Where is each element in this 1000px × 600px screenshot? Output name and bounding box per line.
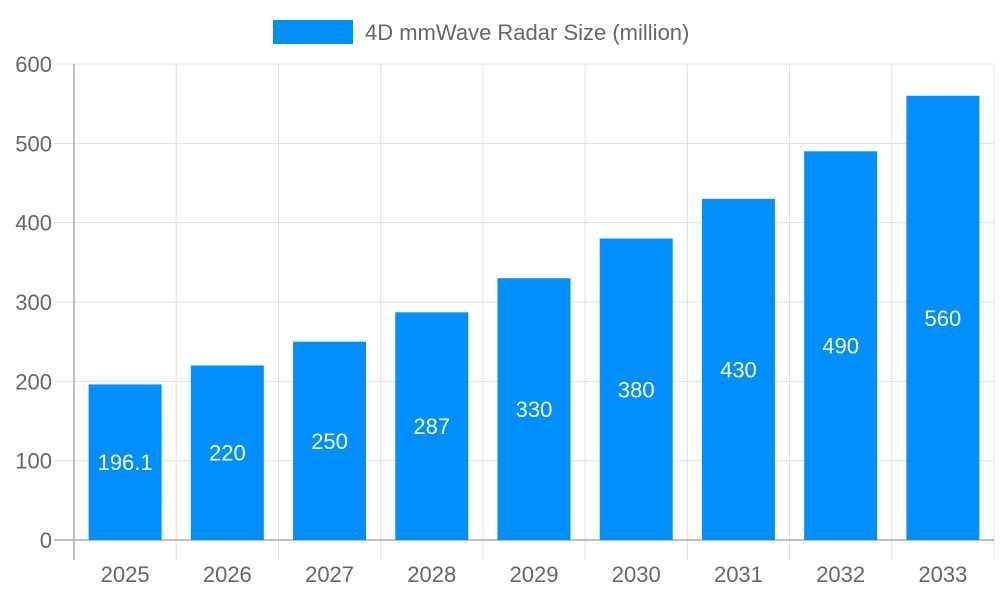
legend-swatch	[273, 20, 353, 44]
y-tick-label: 600	[15, 52, 52, 77]
x-tick-label: 2031	[714, 562, 763, 587]
x-tick-label: 2029	[510, 562, 559, 587]
y-tick-label: 100	[15, 449, 52, 474]
x-tick-label: 2032	[816, 562, 865, 587]
bar[interactable]	[599, 238, 673, 541]
bar[interactable]	[88, 384, 162, 540]
bar[interactable]	[395, 312, 469, 540]
data-label: 430	[720, 357, 757, 382]
legend-label: 4D mmWave Radar Size (million)	[365, 20, 689, 45]
bar[interactable]	[293, 341, 367, 540]
x-tick-label: 2027	[305, 562, 354, 587]
legend[interactable]: 4D mmWave Radar Size (million)	[273, 20, 689, 45]
bar[interactable]	[701, 198, 775, 540]
y-tick-label: 200	[15, 369, 52, 394]
bar[interactable]	[906, 95, 980, 540]
x-tick-label: 2026	[203, 562, 252, 587]
data-label: 330	[516, 397, 553, 422]
y-tick-label: 0	[40, 528, 52, 553]
data-label: 196.1	[98, 450, 153, 475]
y-tick-label: 500	[15, 131, 52, 156]
y-tick-label: 300	[15, 290, 52, 315]
data-label: 380	[618, 377, 655, 402]
bar[interactable]	[497, 278, 571, 540]
data-label: 490	[822, 334, 859, 359]
x-tick-label: 2033	[918, 562, 967, 587]
data-label: 220	[209, 441, 246, 466]
data-label: 250	[311, 429, 348, 454]
data-label: 560	[925, 306, 962, 331]
bar[interactable]	[190, 365, 264, 540]
y-tick-label: 400	[15, 211, 52, 236]
x-tick-label: 2030	[612, 562, 661, 587]
data-label: 287	[413, 414, 450, 439]
bar[interactable]	[804, 151, 878, 540]
x-tick-label: 2028	[407, 562, 456, 587]
x-tick-label: 2025	[101, 562, 150, 587]
